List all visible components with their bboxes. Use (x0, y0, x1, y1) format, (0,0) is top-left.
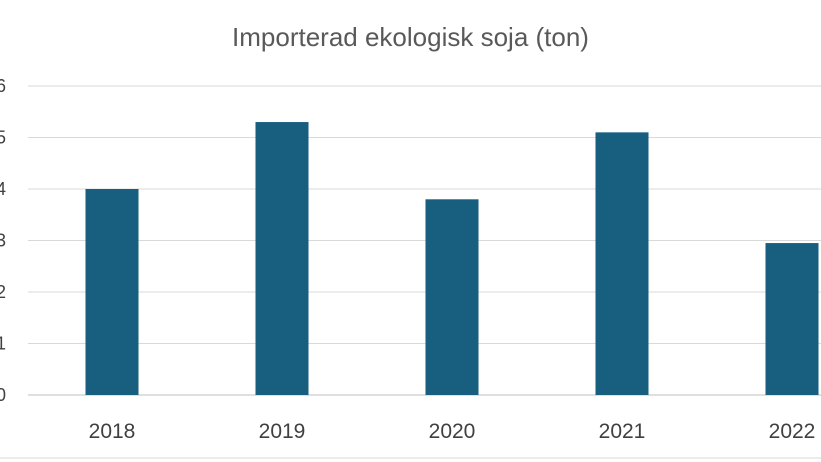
bar-2020 (425, 199, 479, 395)
y-tick-labels: 0 1 2 3 4 5 6 (0, 76, 6, 405)
x-tick-label-2021: 2021 (599, 420, 646, 443)
y-tick-label: 1 (0, 334, 6, 354)
y-tick-label: 3 (0, 231, 6, 251)
bars (85, 122, 819, 396)
bar-2022 (765, 243, 819, 395)
x-tick-label-2018: 2018 (89, 420, 136, 443)
y-tick-label: 0 (0, 385, 6, 405)
x-tick-label-2020: 2020 (429, 420, 476, 443)
bar-2019 (255, 122, 309, 396)
x-tick-label-2022: 2022 (769, 420, 816, 443)
y-tick-label: 5 (0, 128, 6, 148)
y-tick-label: 4 (0, 179, 6, 199)
chart-title: Importerad ekologisk soja (ton) (232, 22, 589, 52)
x-tick-label-2019: 2019 (259, 420, 306, 443)
y-tick-label: 2 (0, 282, 6, 302)
y-tick-label: 6 (0, 76, 6, 96)
bar-2021 (595, 132, 649, 395)
bar-2018 (85, 189, 139, 395)
x-tick-labels: 2018 2019 2020 2021 2022 (89, 420, 816, 443)
gridlines (0, 85, 821, 459)
